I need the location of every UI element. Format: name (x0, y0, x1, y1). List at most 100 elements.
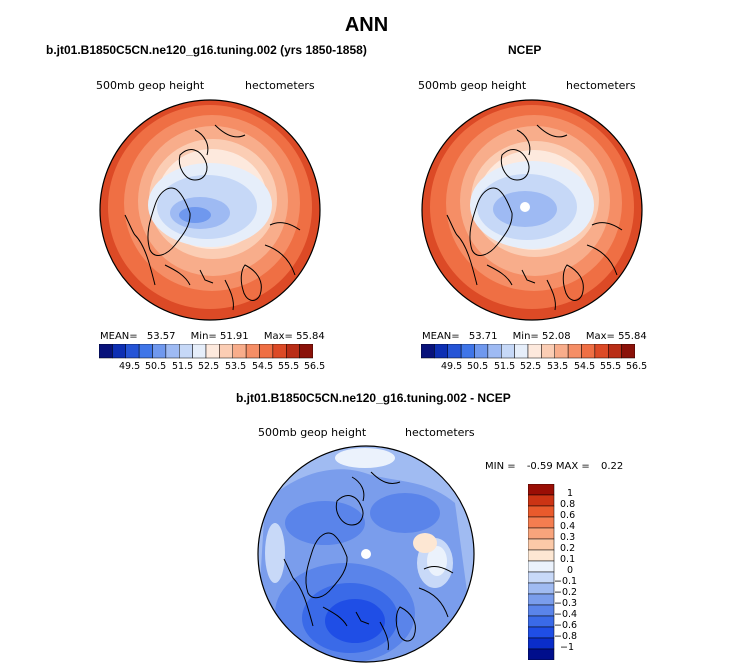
panel2-colorbar (421, 344, 635, 359)
colorbar-swatch (299, 344, 313, 359)
colorbar-swatch (192, 344, 207, 359)
panel2-variable-label: 500mb geop height (418, 79, 527, 92)
colorbar-swatch (528, 593, 555, 606)
panel1-min-label: Min= (190, 331, 217, 342)
panel3-tick: −1 (560, 642, 575, 653)
panel3-max-label: MAX = (555, 461, 590, 472)
panel3-tick: 0 (567, 565, 574, 576)
colorbar-swatch (528, 549, 555, 562)
panel2-stats: MEAN= 53.71 Min= 52.08 Max= 55.84 (422, 331, 647, 342)
panel3-tick: 0.3 (560, 532, 576, 543)
colorbar-swatch (528, 484, 555, 496)
panel1-title: b.jt01.B1850C5CN.ne120_g16.tuning.002 (y… (46, 43, 367, 57)
colorbar-swatch (608, 344, 622, 359)
panel3-tick: 0.1 (560, 554, 576, 565)
panel3-units-label: hectometers (405, 426, 475, 439)
colorbar-swatch (528, 615, 555, 628)
colorbar-swatch (528, 604, 555, 617)
panel2-colorbar-swatches (421, 344, 635, 359)
panel2-tick: 52.5 (520, 361, 542, 372)
panel2-max-value: 55.84 (618, 331, 647, 342)
panel3-tick: 0.2 (560, 543, 576, 554)
panel1-stats: MEAN= 53.57 Min= 51.91 Max= 55.84 (100, 331, 325, 342)
panel3-colorbar (528, 484, 555, 660)
colorbar-swatch (434, 344, 448, 359)
colorbar-swatch (501, 344, 515, 359)
panel1-min-value: 51.91 (219, 331, 249, 342)
colorbar-swatch (528, 637, 555, 650)
panel1-units-label: hectometers (245, 79, 315, 92)
panel1-tick: 51.5 (172, 361, 194, 372)
panel3-variable-label: 500mb geop height (258, 426, 367, 439)
panel2-contours (422, 100, 642, 320)
panel2-tick: 56.5 (626, 361, 648, 372)
colorbar-swatch (554, 344, 569, 359)
colorbar-swatch (219, 344, 233, 359)
colorbar-swatch (528, 505, 555, 518)
panel2-title: NCEP (508, 43, 542, 57)
panel3-title: b.jt01.B1850C5CN.ne120_g16.tuning.002 - … (236, 391, 511, 405)
colorbar-swatch (528, 538, 555, 551)
colorbar-swatch (541, 344, 555, 359)
panel1-tick: 53.5 (225, 361, 247, 372)
panel3-colorbar-ticks: 1 0.8 0.6 0.4 0.3 0.2 0.1 0 −0.1 −0.2 −0… (554, 484, 600, 660)
panel2-units-label: hectometers (566, 79, 636, 92)
panel3-tick: 1 (567, 488, 574, 499)
colorbar-swatch (621, 344, 635, 359)
colorbar-swatch (152, 344, 167, 359)
colorbar-swatch (528, 626, 555, 639)
colorbar-swatch (528, 516, 555, 529)
panel1-coastlines (124, 124, 301, 311)
panel3-tick: −0.8 (554, 631, 578, 642)
panel3-tick: 0.8 (560, 499, 576, 510)
panel1-polar-map (99, 99, 321, 321)
panel1-mean-value: 53.57 (146, 331, 176, 342)
colorbar-swatch (528, 571, 555, 584)
panel2-max-label: Max= (585, 331, 615, 342)
panel3-min-label: MIN = (485, 461, 516, 472)
panel1-mean-label: MEAN= (100, 331, 138, 342)
colorbar-swatch (528, 582, 555, 595)
panel2-polar-map (421, 99, 643, 321)
colorbar-swatch (165, 344, 180, 359)
colorbar-swatch (138, 344, 153, 359)
panel2-mean-label: MEAN= (422, 331, 460, 342)
colorbar-swatch (421, 344, 435, 359)
panel1-max-label: Max= (263, 331, 293, 342)
colorbar-swatch (514, 344, 529, 359)
panel1-contours (100, 100, 320, 320)
panel2-tick: 54.5 (574, 361, 596, 372)
colorbar-swatch (474, 344, 489, 359)
panel3-tick: −0.3 (554, 598, 578, 609)
panel1-tick: 52.5 (198, 361, 220, 372)
colorbar-swatch (245, 344, 260, 359)
panel2-tick: 50.5 (467, 361, 489, 372)
panel3-tick: 0.6 (560, 510, 576, 521)
panel2-mean-value: 53.71 (468, 331, 498, 342)
panel3-tick: −0.6 (554, 620, 578, 631)
panel3-tick: −0.1 (554, 576, 578, 587)
panel3-coastlines (283, 471, 454, 651)
colorbar-swatch (99, 344, 113, 359)
panel1-colorbar (99, 344, 313, 359)
panel3-colorbar-swatches (528, 484, 555, 660)
panel3-contours (258, 446, 474, 662)
panel3-stats: MIN = -0.59 MAX = 0.22 (485, 461, 623, 472)
colorbar-swatch (528, 648, 555, 660)
panel3-max-value: 0.22 (600, 461, 624, 472)
panel2-tick: 49.5 (441, 361, 463, 372)
panel1-tick: 56.5 (304, 361, 326, 372)
colorbar-swatch (527, 344, 542, 359)
panel2-min-label: Min= (512, 331, 539, 342)
panel3-tick: 0.4 (560, 521, 576, 532)
colorbar-swatch (205, 344, 220, 359)
panel1-tick: 50.5 (145, 361, 167, 372)
colorbar-swatch (272, 344, 287, 359)
panel1-tick: 54.5 (252, 361, 274, 372)
panel1-colorbar-swatches (99, 344, 313, 359)
panel3-polar-map (257, 445, 475, 663)
colorbar-swatch (528, 527, 555, 540)
panel2-coastlines (446, 124, 623, 311)
panel1-tick: 55.5 (278, 361, 300, 372)
panel1-variable-label: 500mb geop height (96, 79, 205, 92)
